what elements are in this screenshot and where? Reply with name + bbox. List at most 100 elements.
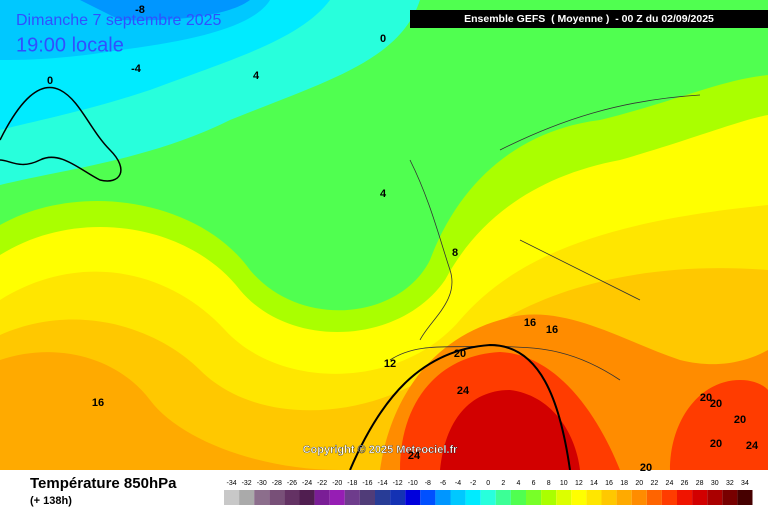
legend-swatch [284,490,300,505]
contour-label: 16 [524,317,536,329]
warm-band [0,352,340,470]
legend-swatch [450,490,466,505]
contour-label: 24 [746,440,759,452]
legend-swatch [646,490,662,505]
color-legend: -34 -32 -30 -28 -26 -24 -22 -20 -18 -16 -14 -12 -10-… [224,480,753,505]
legend-swatch [224,490,240,505]
legend-swatch [344,490,360,505]
legend-label: 0 [486,480,490,487]
legend-swatch [299,490,315,505]
legend-label: -34 [226,480,236,487]
legend-label: 14 [590,480,598,487]
legend-swatch [269,490,285,505]
contour-label: 20 [734,414,746,426]
legend-swatch [465,490,481,505]
legend-swatch [435,490,451,505]
legend-swatch [329,490,345,505]
legend-swatch [616,490,632,505]
legend-label: -12 [393,480,403,487]
legend-swatch [692,490,708,505]
legend-label: 12 [575,480,583,487]
contour-label: 0 [380,33,386,45]
contour-label: -8 [135,4,145,16]
legend-swatch [661,490,677,505]
legend-label: 18 [620,480,628,487]
legend-swatch [495,490,511,505]
lead-time: (+ 138h) [30,495,72,507]
legend-swatch [375,490,391,505]
legend-label: -24 [302,480,312,487]
legend-label: -14 [377,480,387,487]
map-date: Dimanche 7 septembre 2025 [16,12,222,29]
legend-label: -4 [455,480,461,487]
contour-label: 20 [710,438,722,450]
contour-label: 20 [640,462,652,474]
contour-label: 24 [408,450,421,462]
contour-label: 20 [710,398,722,410]
legend-label: 6 [532,480,536,487]
legend-swatch [586,490,602,505]
legend-swatch [677,490,693,505]
legend-label: 32 [726,480,734,487]
legend-label: -20 [332,480,342,487]
legend-label: 4 [516,480,520,487]
legend-label: 30 [711,480,719,487]
contour-label: 16 [92,397,104,409]
legend-swatch [405,490,421,505]
cold-core [80,0,250,21]
contour-label: 24 [457,385,470,397]
isotherm [349,343,571,471]
legend-swatch [737,490,753,505]
legend-swatch [571,490,587,505]
legend-swatch [390,490,406,505]
legend-label: 22 [650,480,658,487]
hot-core [440,390,580,470]
legend-swatch [722,490,738,505]
legend-label: -10 [408,480,418,487]
legend-label: -28 [272,480,282,487]
contour-label: -4 [131,63,142,75]
legend-label: -18 [347,480,357,487]
legend-label: -6 [440,480,446,487]
map-time: 19:00 locale [16,34,124,56]
run-banner [410,10,768,28]
variable-name: Température 850hPa [30,475,177,492]
legend-swatch [480,490,496,505]
legend-swatch [541,490,557,505]
legend-swatch [510,490,526,505]
legend-label: -32 [242,480,252,487]
legend-swatch [359,490,375,505]
contour-label: 4 [253,70,260,82]
legend-swatch [314,490,330,505]
legend-label: 16 [605,480,613,487]
legend-swatch [420,490,436,505]
legend-label: -22 [317,480,327,487]
contour-label: 8 [452,247,458,259]
contour-label: 20 [700,392,712,404]
legend-label: 20 [635,480,643,487]
legend-label: -30 [257,480,267,487]
contour-label: 4 [380,188,387,200]
contour-label: 0 [47,75,53,87]
legend-swatch [707,490,723,505]
legend-swatch [556,490,572,505]
contour-label: 16 [546,324,558,336]
legend-label: 24 [666,480,674,487]
legend-label: -26 [287,480,297,487]
legend-label: -8 [425,480,431,487]
legend-label: 28 [696,480,704,487]
legend-label: -2 [470,480,476,487]
legend-swatch [631,490,647,505]
run-info: Ensemble GEFS ( Moyenne ) - 00 Z du 02/0… [464,13,714,25]
legend-label: -16 [362,480,372,487]
legend-swatch [601,490,617,505]
copyright: Copyright © 2025 Meteociel.fr [303,444,459,456]
contour-label: 12 [384,358,396,370]
legend-label: 2 [501,480,505,487]
legend-label: 26 [681,480,689,487]
contour-label: 20 [454,348,466,360]
legend-swatch [239,490,255,505]
legend-swatch [526,490,542,505]
legend-swatch [254,490,270,505]
